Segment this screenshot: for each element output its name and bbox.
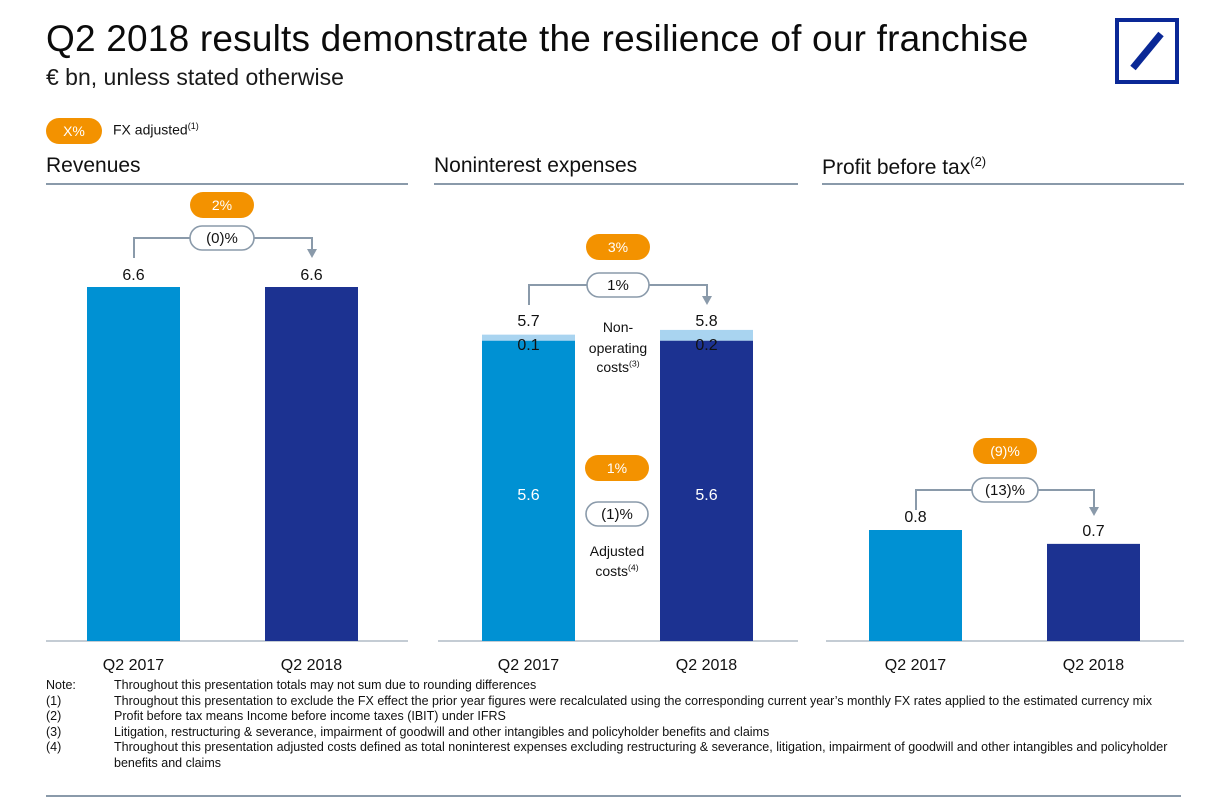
expenses-bracket-arrow <box>702 296 712 305</box>
legend-fx-pill: X% <box>46 118 102 144</box>
legend-fx-label: FX adjusted(1) <box>113 121 199 138</box>
pbt-fx-change-pill-label: (9)% <box>990 443 1020 459</box>
footnote-text: Throughout this presentation to exclude … <box>114 693 1153 708</box>
adjusted-costs-reported-change-pill <box>585 501 649 527</box>
footnote-row: (3) Litigation, restructuring & severance… <box>46 725 1181 741</box>
footnote-text: Profit before tax means Income before in… <box>114 709 506 723</box>
revenues-value-label: 6.6 <box>122 267 144 284</box>
expenses-bar-adjusted <box>482 340 575 641</box>
revenues-value-label: 6.6 <box>300 267 322 284</box>
footnotes-rule <box>46 795 1181 797</box>
pbt-reported-change-pill <box>971 477 1039 503</box>
pbt-reported-change-pill-label: (13)% <box>985 482 1025 499</box>
legend-fx-footnote: (1) <box>187 121 199 131</box>
revenues-fx-change-pill-label: 2% <box>212 197 232 213</box>
footnote-key: (4) <box>46 740 62 754</box>
expenses-tick-label: Q2 2017 <box>498 657 559 674</box>
expenses-adjusted-label: 5.6 <box>517 487 539 504</box>
revenues-reported-change-pill-label: (0)% <box>206 230 238 247</box>
pbt-bar-q2-2018 <box>1047 543 1140 641</box>
expenses-bar-non-operating <box>660 329 753 341</box>
pbt-tick-label: Q2 2017 <box>885 657 946 674</box>
pbt-bracket-arrow <box>1089 507 1099 516</box>
non-operating-costs-label: operating <box>589 340 647 356</box>
footnote-text: Throughout this presentation adjusted co… <box>114 740 1168 770</box>
expenses-non-operating-label: 0.2 <box>695 337 717 354</box>
pbt-fx-change-pill <box>973 438 1037 464</box>
panel-rule-expenses <box>434 183 798 185</box>
expenses-tick-label: Q2 2018 <box>676 657 737 674</box>
footnote-key: (3) <box>46 724 62 739</box>
adjusted-costs-label: costs(4) <box>595 563 638 579</box>
footnote-row: (4) Throughout this presentation adjusted… <box>46 740 1181 771</box>
pbt-bar-q2-2017 <box>869 530 962 641</box>
footnote-key: (1) <box>46 693 62 708</box>
non-operating-costs-label: costs(3) <box>596 359 639 375</box>
footnote-row: (2) Profit before tax means Income before… <box>46 709 1181 725</box>
expenses-adjusted-label: 5.6 <box>695 487 717 504</box>
expenses-total-label: 5.8 <box>695 313 717 330</box>
panel-title-expenses-text: Noninterest expenses <box>434 154 638 177</box>
adjusted-costs-fx-change-pill <box>585 455 649 481</box>
adjusted-costs-reported-change-pill-label: (1)% <box>601 506 633 523</box>
logo-slash-icon <box>1130 31 1164 71</box>
non-operating-costs-label: Non- <box>603 319 634 335</box>
panel-title-pbt: Profit before tax(2) <box>822 154 986 180</box>
expenses-reported-change-pill <box>586 272 650 298</box>
adjusted-costs-label: Adjusted <box>590 543 644 559</box>
expenses-total-label: 5.7 <box>517 313 539 330</box>
deutsche-bank-logo <box>1115 18 1179 84</box>
panel-title-pbt-text: Profit before tax <box>822 156 971 179</box>
footnotes: Note: Throughout this presentation totals… <box>46 678 1181 771</box>
revenues-reported-change-pill <box>189 225 255 251</box>
revenues-bar-q2-2018 <box>265 287 358 641</box>
panel-title-revenues: Revenues <box>46 154 141 178</box>
panel-rule-pbt <box>822 183 1184 185</box>
expenses-fx-change-pill-label: 3% <box>608 239 628 255</box>
adjusted-costs-fx-change-pill-label: 1% <box>607 460 627 476</box>
expenses-bar-adjusted <box>660 340 753 641</box>
revenues-bar-q2-2017 <box>87 287 180 641</box>
expenses-bar-non-operating <box>482 334 575 341</box>
pbt-value-label: 0.7 <box>1082 523 1104 540</box>
page-title: Q2 2018 results demonstrate the resilien… <box>46 18 1029 59</box>
revenues-tick-label: Q2 2017 <box>103 657 164 674</box>
panel-title-revenues-text: Revenues <box>46 154 141 177</box>
footnote-key: Note: <box>46 678 76 692</box>
footnote-text: Throughout this presentation totals may … <box>114 678 537 692</box>
revenues-fx-change-pill <box>190 192 254 218</box>
pbt-value-label: 0.8 <box>904 509 926 526</box>
revenues-bracket-arrow <box>307 249 317 258</box>
revenues-tick-label: Q2 2018 <box>281 657 342 674</box>
legend-fx-text: FX adjusted <box>113 121 188 138</box>
footnote-key: (2) <box>46 709 62 723</box>
expenses-reported-change-pill-label: 1% <box>607 277 629 294</box>
footnote-row: (1) Throughout this presentation to exclu… <box>46 694 1181 710</box>
expenses-non-operating-label: 0.1 <box>517 337 539 354</box>
panel-rule-revenues <box>46 183 408 185</box>
expenses-fx-change-pill <box>586 234 650 260</box>
pbt-tick-label: Q2 2018 <box>1063 657 1124 674</box>
footnote-text: Litigation, restructuring & severance, i… <box>114 724 770 739</box>
panel-title-expenses: Noninterest expenses <box>434 154 637 178</box>
footnote-row: Note: Throughout this presentation totals… <box>46 678 1181 694</box>
page-subtitle: € bn, unless stated otherwise <box>46 64 344 90</box>
panel-title-pbt-footnote: (2) <box>970 154 987 169</box>
